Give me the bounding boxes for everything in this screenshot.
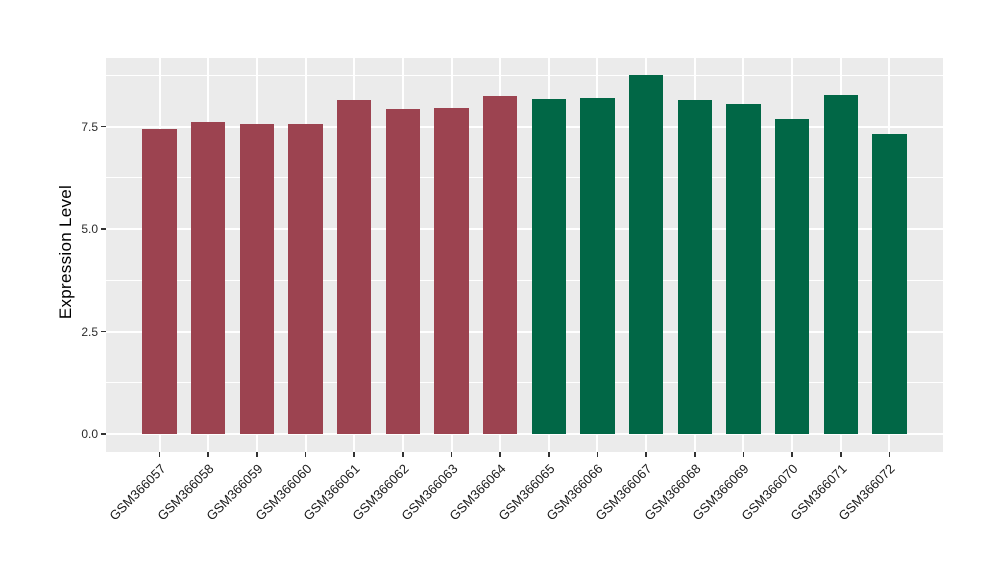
major-gridline (106, 125, 943, 128)
x-tick-mark (694, 452, 696, 457)
x-tick-mark (207, 452, 209, 457)
major-gridline (106, 330, 943, 333)
bar-GSM366067 (629, 74, 664, 434)
x-tick-mark (450, 452, 453, 457)
x-tick-mark (548, 452, 550, 457)
minor-gridline (106, 74, 943, 76)
bar-GSM366063 (434, 108, 469, 434)
x-tick-mark (645, 452, 647, 457)
bar-GSM366070 (775, 119, 810, 434)
bar-GSM366060 (288, 124, 323, 434)
y-axis-title: Expression Level (56, 184, 75, 320)
x-tick-mark (353, 452, 355, 457)
x-tick-mark (158, 452, 161, 457)
y-tick-mark (101, 228, 106, 230)
plot-panel (106, 58, 943, 452)
bar-GSM366072 (872, 133, 907, 434)
bar-GSM366065 (531, 99, 566, 434)
y-tick-mark (101, 330, 106, 333)
x-tick-mark (888, 452, 891, 457)
bar-GSM366071 (823, 94, 858, 434)
bar-GSM366058 (191, 121, 226, 434)
bar-GSM366069 (726, 103, 761, 434)
major-gridline (106, 433, 943, 435)
x-tick-mark (499, 452, 501, 457)
minor-gridline (106, 279, 943, 281)
bar-GSM366057 (142, 128, 177, 434)
y-tick-label: 2.5 (81, 324, 98, 339)
x-tick-mark (791, 452, 793, 457)
bar-GSM366064 (483, 96, 518, 434)
bar-GSM366066 (580, 97, 615, 434)
bar-GSM366061 (337, 99, 372, 434)
bar-GSM366068 (677, 100, 712, 434)
y-tick-mark (101, 125, 106, 128)
x-tick-mark (256, 452, 258, 457)
minor-gridline (106, 177, 943, 179)
x-tick-mark (596, 452, 599, 457)
major-gridline (106, 228, 943, 230)
bar-GSM366062 (385, 108, 420, 434)
y-tick-label: 5.0 (81, 222, 98, 236)
x-tick-mark (304, 452, 307, 457)
x-tick-mark (402, 452, 404, 457)
y-tick-label: 7.5 (81, 119, 98, 134)
x-tick-mark (840, 452, 842, 457)
y-tick-label: 0.0 (81, 427, 98, 441)
bar-GSM366059 (239, 124, 274, 434)
x-tick-mark (742, 452, 745, 457)
minor-gridline (106, 382, 943, 384)
y-tick-mark (101, 433, 106, 435)
